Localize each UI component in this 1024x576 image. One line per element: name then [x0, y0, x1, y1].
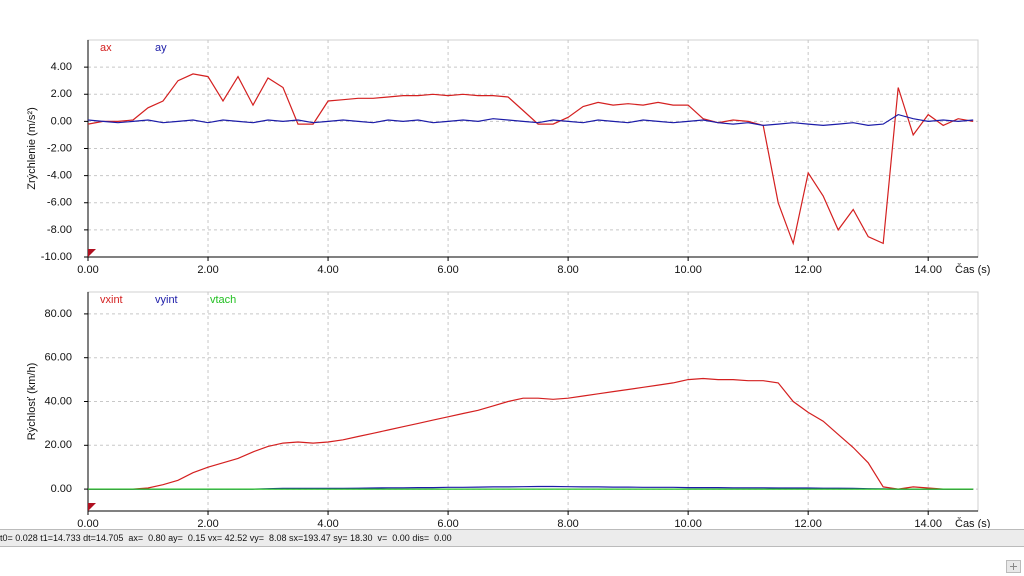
y-tick-label: 0.00 — [51, 483, 72, 495]
charts: -10.00 -8.00 -6.00 -4.00 -2.00 0.00 2.00 4.00 0.… — [26, 39, 990, 528]
x-axis-label: Čas (s) — [955, 517, 990, 528]
legend-entry: ax — [100, 42, 112, 54]
x-tick-label: 14.00 — [914, 264, 942, 276]
y-tick-label: 80.00 — [44, 308, 72, 320]
y-tick-label: 60.00 — [44, 352, 72, 364]
x-tick-label: 0.00 — [77, 264, 98, 276]
y-tick-label: -8.00 — [47, 224, 72, 236]
x-tick-label: 2.00 — [197, 264, 218, 276]
x-tick-label: 8.00 — [557, 264, 578, 276]
x-tick-label: 8.00 — [557, 518, 578, 528]
y-tick-label: -10.00 — [41, 251, 72, 263]
x-tick-label: 14.00 — [914, 518, 942, 528]
x-tick-label: 0.00 — [77, 518, 98, 528]
y-tick-label: 20.00 — [44, 439, 72, 451]
x-tick-label: 6.00 — [437, 264, 458, 276]
y-axis-label: Zrýchlenie (m/s²) — [26, 107, 38, 190]
x-tick-label: 10.00 — [674, 264, 702, 276]
y-tick-label: 40.00 — [44, 395, 72, 407]
series-line — [87, 73, 974, 246]
cursor-marker — [88, 249, 96, 257]
legend-entry: vyint — [155, 294, 178, 306]
series-line — [87, 113, 974, 127]
legend-entry: vtach — [210, 294, 236, 306]
y-tick-label: -6.00 — [47, 197, 72, 209]
y-tick-label: -2.00 — [47, 142, 72, 154]
y-tick-label: 0.00 — [51, 115, 72, 127]
x-axis-label: Čas (s) — [955, 263, 990, 276]
cursor-marker — [88, 503, 96, 511]
y-tick-label: 2.00 — [51, 88, 72, 100]
y-axis-label: Rýchlosť (km/h) — [26, 363, 38, 440]
y-tick-label: -4.00 — [47, 170, 72, 182]
x-tick-label: 12.00 — [794, 264, 822, 276]
x-tick-label: 10.00 — [674, 518, 702, 528]
x-tick-label: 12.00 — [794, 518, 822, 528]
y-tick-label: 4.00 — [51, 61, 72, 73]
status-bar: t0= 0.028 t1=14.733 dt=14.705 ax= 0.80 a… — [0, 529, 1024, 547]
legend-entry: vxint — [100, 294, 123, 306]
x-tick-label: 4.00 — [317, 264, 338, 276]
corner-button[interactable] — [1006, 560, 1022, 574]
x-tick-label: 6.00 — [437, 518, 458, 528]
x-tick-label: 4.00 — [317, 518, 338, 528]
series-line — [88, 377, 974, 490]
x-tick-label: 2.00 — [197, 518, 218, 528]
legend-entry: ay — [155, 42, 167, 54]
